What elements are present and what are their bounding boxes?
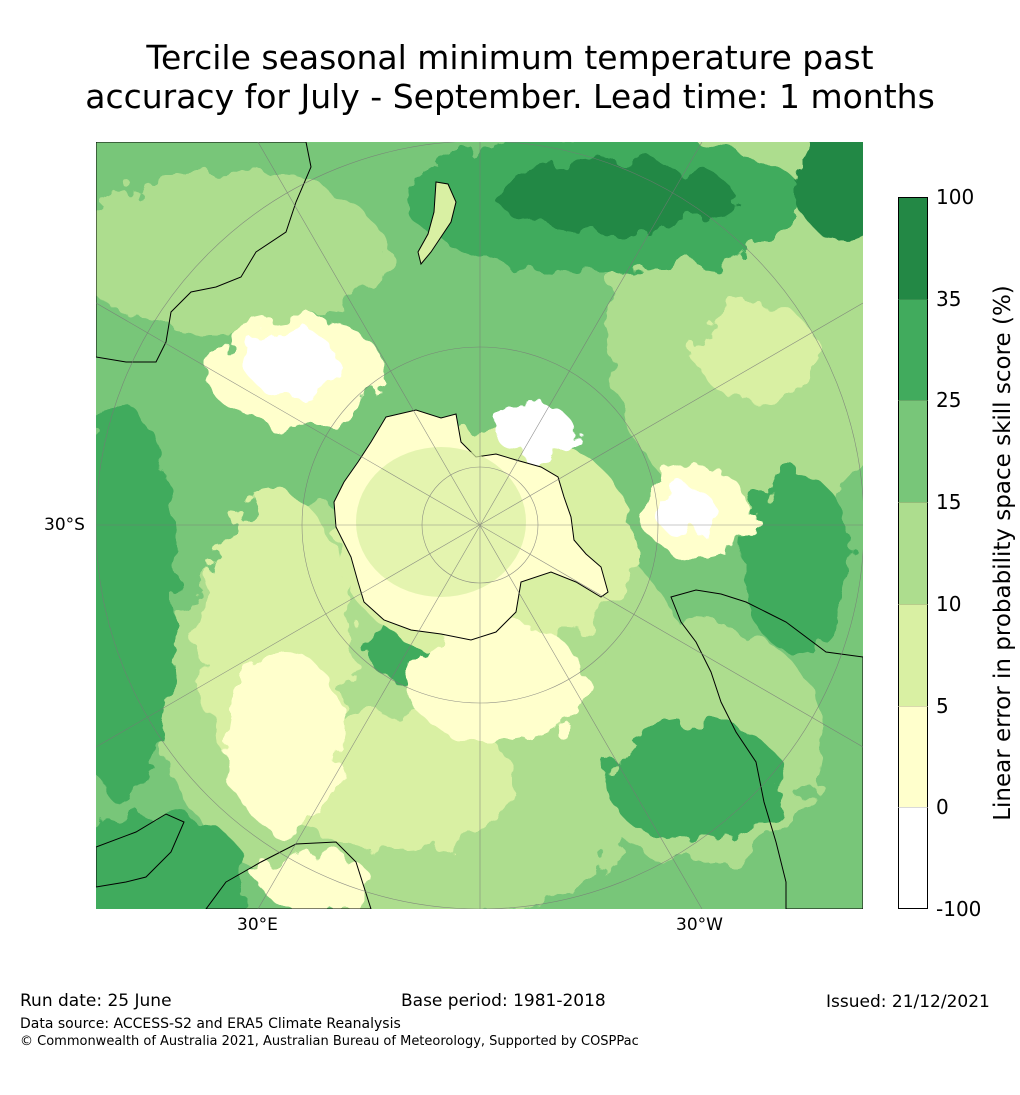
colorbar-segment [898,197,928,299]
zone-white [261,852,371,909]
colorbar [898,197,928,909]
zone-light-green [96,172,386,332]
zone-green [96,812,246,909]
zone-pale [696,302,816,402]
chart-title: Tercile seasonal minimum temperature pas… [0,38,1020,116]
zone-white [496,407,576,457]
data-source: Data source: ACCESS-S2 and ERA5 Climate … [20,1016,401,1032]
run-date: Run date: 25 June [20,991,172,1011]
colorbar-segment [898,705,928,808]
lon-label-30w: 30°W [676,915,723,935]
colorbar-tick-label: 35 [936,286,962,311]
title-line-1: Tercile seasonal minimum temperature pas… [146,38,874,77]
lat-label-30s: 30°S [44,515,85,535]
colorbar-segment [898,502,928,604]
zone-dark-green [796,142,863,242]
colorbar-segment [898,603,928,706]
zone-green [741,472,851,652]
title-line-2: accuracy for July - September. Lead time… [85,77,935,116]
colorbar-tick-label: 15 [936,490,962,515]
colorbar-title: Linear error in probability space skill … [990,285,1016,821]
colorbar-segment [898,400,928,503]
base-period: Base period: 1981-2018 [401,991,606,1011]
zone-white [246,327,336,397]
africa-coastline [96,813,185,888]
zone-cream [226,652,346,832]
graticule [96,142,863,909]
zone-dark-green [496,162,736,232]
colorbar-segment [898,807,928,909]
antarctic-interior [356,447,526,597]
colorbar-segment [898,298,928,401]
zone-green [96,402,176,802]
madagascar-coastline [205,841,372,909]
lon-label-30e: 30°E [237,915,278,935]
colorbar-tick-label: 5 [936,693,949,718]
new-zealand-coastline [417,181,457,266]
issued-date: Issued: 21/12/2021 [826,992,990,1012]
colorbar-tick-label: 10 [936,591,962,616]
colorbar-tick-label: 100 [936,185,975,209]
australia-coastline [96,142,312,363]
zone-cream [406,622,586,742]
colorbar-tick-label: 25 [936,388,962,413]
colorbar-tick-label: -100 [936,897,982,921]
zone-white [656,487,716,537]
colorbar-tick-label: 0 [936,795,949,820]
zone-green [606,722,786,842]
south-america-coastline [670,589,863,909]
polar-map [96,142,863,909]
copyright: © Commonwealth of Australia 2021, Austra… [20,1034,639,1049]
